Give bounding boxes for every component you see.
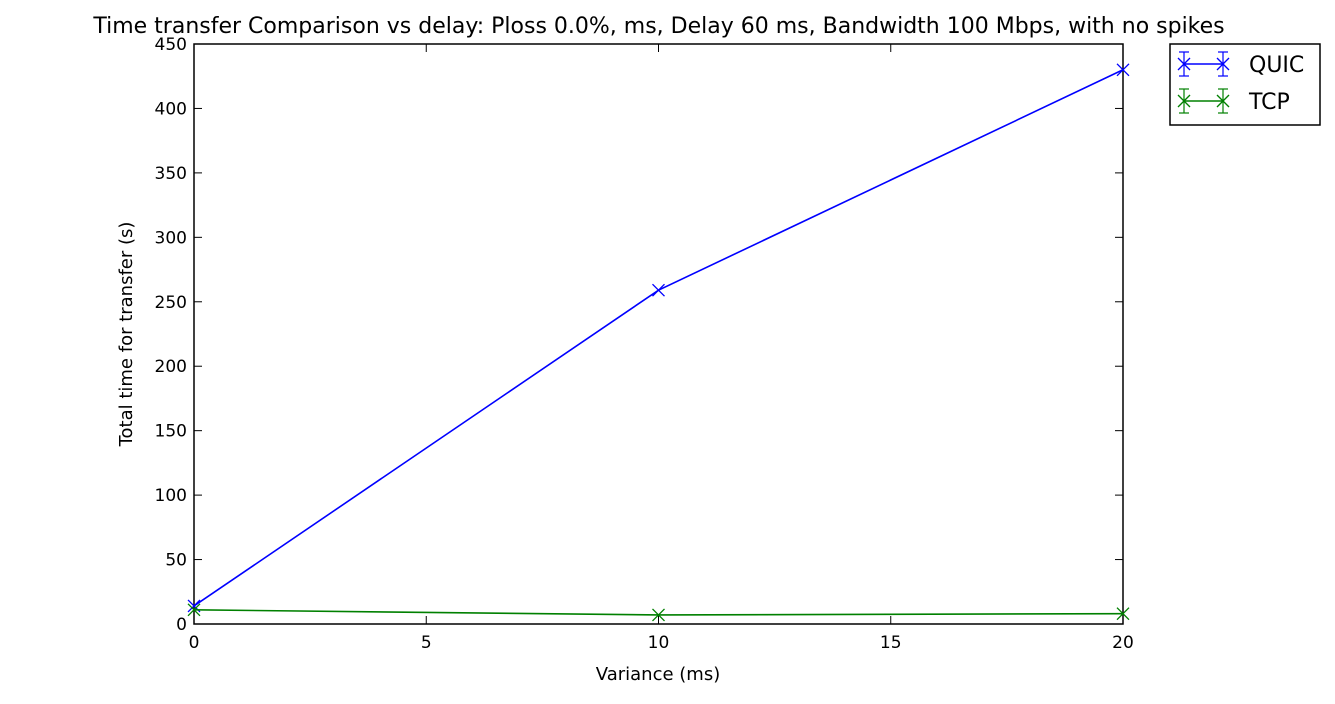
marker-stroke <box>187 603 201 617</box>
series-tcp <box>187 603 1130 622</box>
y-tick-label: 350 <box>155 164 187 184</box>
series-line <box>193 69 1124 607</box>
data-point-marker <box>652 283 665 297</box>
chart-title: Time transfer Comparison vs delay: Ploss… <box>92 14 1224 39</box>
x-tick-label: 20 <box>1112 633 1134 653</box>
y-tick-label: 300 <box>155 228 187 248</box>
data-point-marker <box>1177 94 1191 108</box>
data-point-marker <box>1216 57 1230 71</box>
y-tick-label: 200 <box>155 357 187 377</box>
x-tick-label: 0 <box>189 633 200 653</box>
x-tick-label: 5 <box>421 633 432 653</box>
data-point-marker <box>1216 94 1230 108</box>
y-tick-label: 150 <box>155 422 187 442</box>
marker-stroke <box>1216 94 1230 108</box>
legend-box <box>1169 43 1321 126</box>
y-tick-label: 100 <box>155 486 187 506</box>
marker-stroke <box>1116 607 1130 621</box>
legend: QUIC TCP <box>1169 43 1321 126</box>
data-point-marker <box>652 608 665 622</box>
data-point-marker <box>187 603 201 617</box>
data-point-marker <box>1177 57 1191 71</box>
legend-entry-quic: QUIC <box>1177 51 1304 78</box>
legend-label: TCP <box>1248 90 1290 115</box>
x-axis-label: Variance (ms) <box>596 664 720 685</box>
y-tick-label: 400 <box>155 99 187 119</box>
marker-stroke <box>652 283 665 297</box>
marker-stroke <box>1216 57 1230 71</box>
y-tick-label: 0 <box>176 615 187 635</box>
y-tick-label: 250 <box>155 293 187 313</box>
y-tick-label: 450 <box>155 35 187 55</box>
data-point-marker <box>1116 607 1130 621</box>
y-tick-label: 50 <box>165 551 187 571</box>
x-tick-label: 10 <box>648 633 670 653</box>
legend-entry-tcp: TCP <box>1177 88 1290 115</box>
legend-label: QUIC <box>1249 53 1304 78</box>
marker-stroke <box>1116 63 1130 77</box>
marker-stroke <box>652 608 665 622</box>
series-quic <box>187 63 1130 613</box>
marker-stroke <box>1177 57 1191 71</box>
y-axis-label: Total time for transfer (s) <box>116 222 137 448</box>
marker-stroke <box>1177 94 1191 108</box>
x-tick-label: 15 <box>880 633 902 653</box>
plot-frame <box>193 43 1124 625</box>
data-point-marker <box>1116 63 1130 77</box>
series-layer <box>187 63 1130 622</box>
marker-stroke <box>187 599 201 613</box>
